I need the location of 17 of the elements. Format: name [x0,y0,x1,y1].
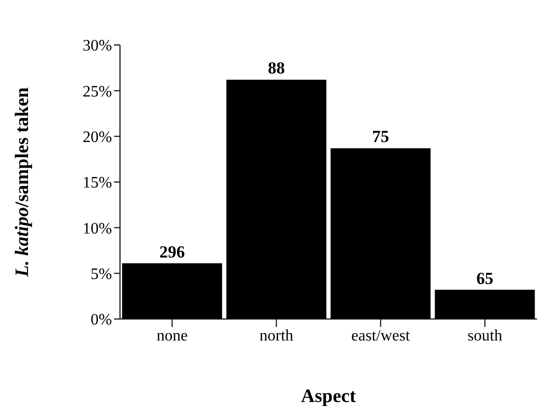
y-tick-label: 15% [82,174,112,192]
y-tick-label: 0% [90,312,112,329]
y-tick-label: 25% [82,83,112,100]
annotation: 88 [268,58,285,78]
y-axis-title: L. katipo/samples taken [12,86,32,278]
y-tick-label: 5% [90,266,112,284]
x-tick-label: south [468,327,502,344]
y-tick-label: 10% [82,220,112,238]
y-tick-label: 30% [82,38,112,55]
annotation: 296 [159,242,185,262]
x-tick-label: none [156,327,188,344]
annotation: 75 [372,127,390,146]
annotation: 65 [476,268,494,288]
x-axis-title: Aspect [301,386,357,407]
x-tick-label: north [259,327,294,344]
y-tick-label: 20% [82,129,112,146]
x-tick-label: east/west [351,327,410,344]
